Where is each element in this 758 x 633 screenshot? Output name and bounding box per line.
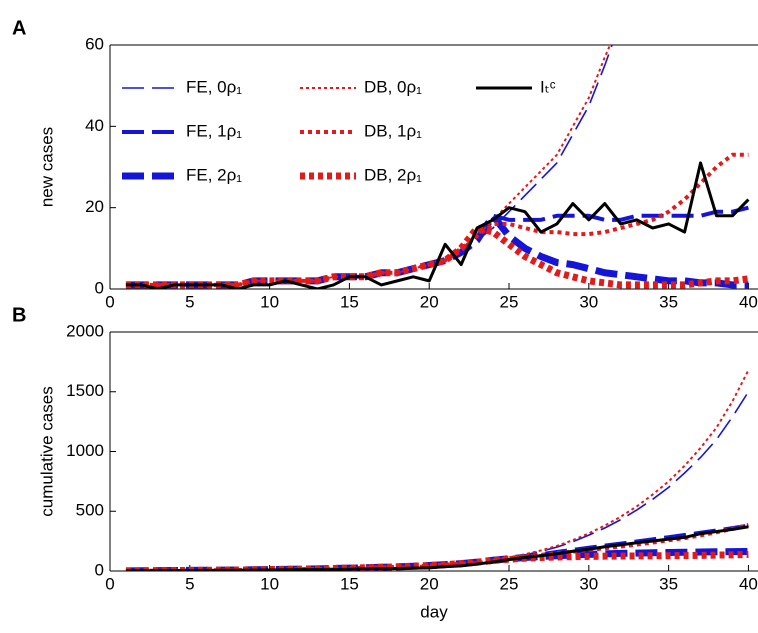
y-tick-label: 0 xyxy=(95,278,104,297)
y-tick-label: 1500 xyxy=(66,381,104,400)
panel-label: A xyxy=(12,17,26,39)
x-tick-label: 35 xyxy=(659,574,678,593)
x-tick-label: 10 xyxy=(260,292,279,311)
y-tick-label: 2000 xyxy=(66,321,104,340)
x-tick-label: 0 xyxy=(105,292,114,311)
legend-label: Iₜᶜ xyxy=(540,77,556,96)
y-tick-label: 0 xyxy=(95,560,104,579)
y-tick-label: 60 xyxy=(85,34,104,53)
legend-label: DB, 2ρ₁ xyxy=(364,165,422,184)
x-tick-label: 10 xyxy=(260,574,279,593)
x-tick-label: 40 xyxy=(739,292,758,311)
x-tick-label: 25 xyxy=(500,292,519,311)
y-tick-label: 40 xyxy=(85,116,104,135)
y-tick-label: 1000 xyxy=(66,441,104,460)
legend-label: DB, 0ρ₁ xyxy=(364,77,422,96)
x-tick-label: 5 xyxy=(185,292,194,311)
y-tick-label: 500 xyxy=(76,501,104,520)
x-tick-label: 20 xyxy=(420,574,439,593)
x-tick-label: 40 xyxy=(739,574,758,593)
panel-label: B xyxy=(12,304,26,326)
x-tick-label: 25 xyxy=(500,574,519,593)
legend-label: DB, 1ρ₁ xyxy=(364,121,422,140)
x-tick-label: 15 xyxy=(340,292,359,311)
x-tick-label: 30 xyxy=(579,292,598,311)
legend-label: FE, 2ρ₁ xyxy=(186,165,242,184)
series-line xyxy=(125,224,749,289)
x-tick-label: 30 xyxy=(579,574,598,593)
series-line xyxy=(125,45,612,286)
x-tick-label: 15 xyxy=(340,574,359,593)
series-line xyxy=(125,525,749,571)
y-axis-label: cumulative cases xyxy=(37,386,56,516)
legend-label: FE, 1ρ₁ xyxy=(186,121,242,140)
series-line xyxy=(125,161,750,289)
series-line xyxy=(125,45,613,286)
y-tick-label: 20 xyxy=(85,197,104,216)
plot-area: 0 500 1000 1500 2000 0 5 10 15 20 25 30 35 40 Bcumulat… xyxy=(12,304,758,621)
x-tick-label: 20 xyxy=(420,292,439,311)
x-tick-label: 35 xyxy=(659,292,678,311)
legend-label: FE, 0ρ₁ xyxy=(186,77,242,96)
lines xyxy=(125,45,750,289)
x-axis-label: day xyxy=(420,602,448,621)
lines xyxy=(125,369,750,571)
y-axis-label: new cases xyxy=(37,127,56,207)
x-tick-label: 5 xyxy=(185,574,194,593)
x-tick-label: 0 xyxy=(105,574,114,593)
